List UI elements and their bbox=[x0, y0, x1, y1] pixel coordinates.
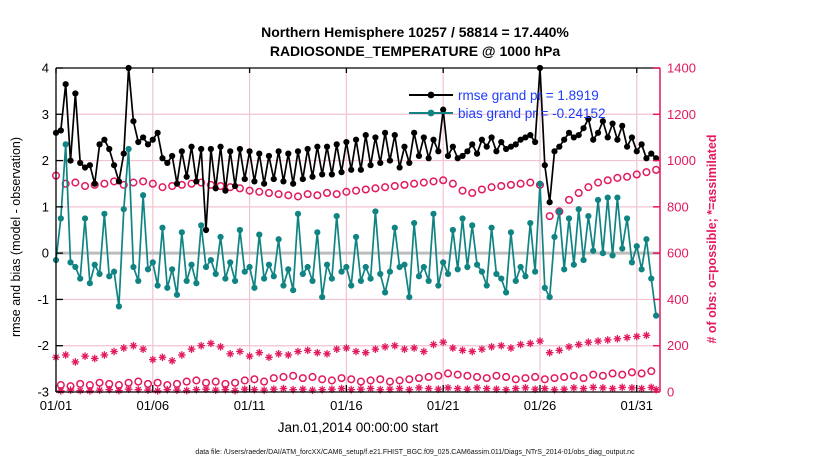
svg-text:600: 600 bbox=[667, 246, 689, 261]
svg-text:01/01: 01/01 bbox=[40, 398, 73, 413]
svg-text:1400: 1400 bbox=[667, 61, 696, 76]
legend-bias-label: bias grand pr = -0.24152 bbox=[458, 105, 606, 121]
chart-title-line2: RADIOSONDE_TEMPERATURE @ 1000 hPa bbox=[269, 43, 561, 59]
possible-series bbox=[51, 165, 661, 391]
grid-lines bbox=[56, 68, 660, 392]
legend-entry-rmse: rmse grand pr = 1.8919 bbox=[408, 86, 605, 104]
axes-spines bbox=[55, 67, 661, 393]
svg-text:800: 800 bbox=[667, 199, 689, 214]
rmse-series bbox=[52, 64, 660, 234]
svg-text:1200: 1200 bbox=[667, 107, 696, 122]
svg-text:01/11: 01/11 bbox=[234, 398, 266, 413]
svg-text:3: 3 bbox=[42, 107, 49, 122]
chart-title-line1: Northern Hemisphere 10257 / 58814 = 17.4… bbox=[261, 24, 569, 40]
svg-text:-1: -1 bbox=[37, 292, 49, 307]
svg-text:1: 1 bbox=[42, 199, 49, 214]
assimilated-series bbox=[52, 331, 660, 395]
datafile-caption: data file: /Users/raeder/DAI/ATM_forcXX/… bbox=[195, 449, 635, 456]
svg-text:1000: 1000 bbox=[667, 153, 696, 168]
legend-entry-bias: bias grand pr = -0.24152 bbox=[408, 104, 605, 122]
svg-text:4: 4 bbox=[42, 61, 49, 76]
svg-text:01/16: 01/16 bbox=[330, 398, 363, 413]
legend-rmse-label: rmse grand pr = 1.8919 bbox=[458, 87, 599, 103]
y-axis-label-right: # of obs: o=possible; *=assimilated bbox=[705, 134, 719, 344]
x-axis-label: Jan.01,2014 00:00:00 start bbox=[277, 420, 439, 435]
svg-text:-2: -2 bbox=[37, 338, 49, 353]
svg-text:200: 200 bbox=[667, 338, 689, 353]
svg-text:01/21: 01/21 bbox=[427, 398, 460, 413]
legend: rmse grand pr = 1.8919 bias grand pr = -… bbox=[408, 86, 605, 122]
y-axis-left: 4 3 2 1 0 -1 -2 -3 bbox=[37, 61, 63, 400]
svg-text:2: 2 bbox=[42, 153, 49, 168]
svg-text:400: 400 bbox=[667, 292, 689, 307]
bias-series bbox=[52, 141, 660, 319]
legend-rmse-marker bbox=[409, 91, 453, 99]
svg-text:01/31: 01/31 bbox=[620, 398, 653, 413]
svg-text:0: 0 bbox=[667, 385, 674, 400]
y-axis-right: 1400 1200 1000 800 600 400 200 0 bbox=[653, 61, 696, 400]
svg-text:-3: -3 bbox=[37, 385, 49, 400]
x-axis: 01/01 01/06 01/11 01/16 01/21 01/26 01/31 bbox=[40, 68, 653, 413]
legend-bias-marker bbox=[409, 109, 453, 117]
svg-text:01/26: 01/26 bbox=[524, 398, 557, 413]
svg-text:0: 0 bbox=[42, 246, 49, 261]
svg-text:01/06: 01/06 bbox=[137, 398, 170, 413]
y-axis-label-left: rmse and bias (model - observation) bbox=[9, 136, 23, 338]
